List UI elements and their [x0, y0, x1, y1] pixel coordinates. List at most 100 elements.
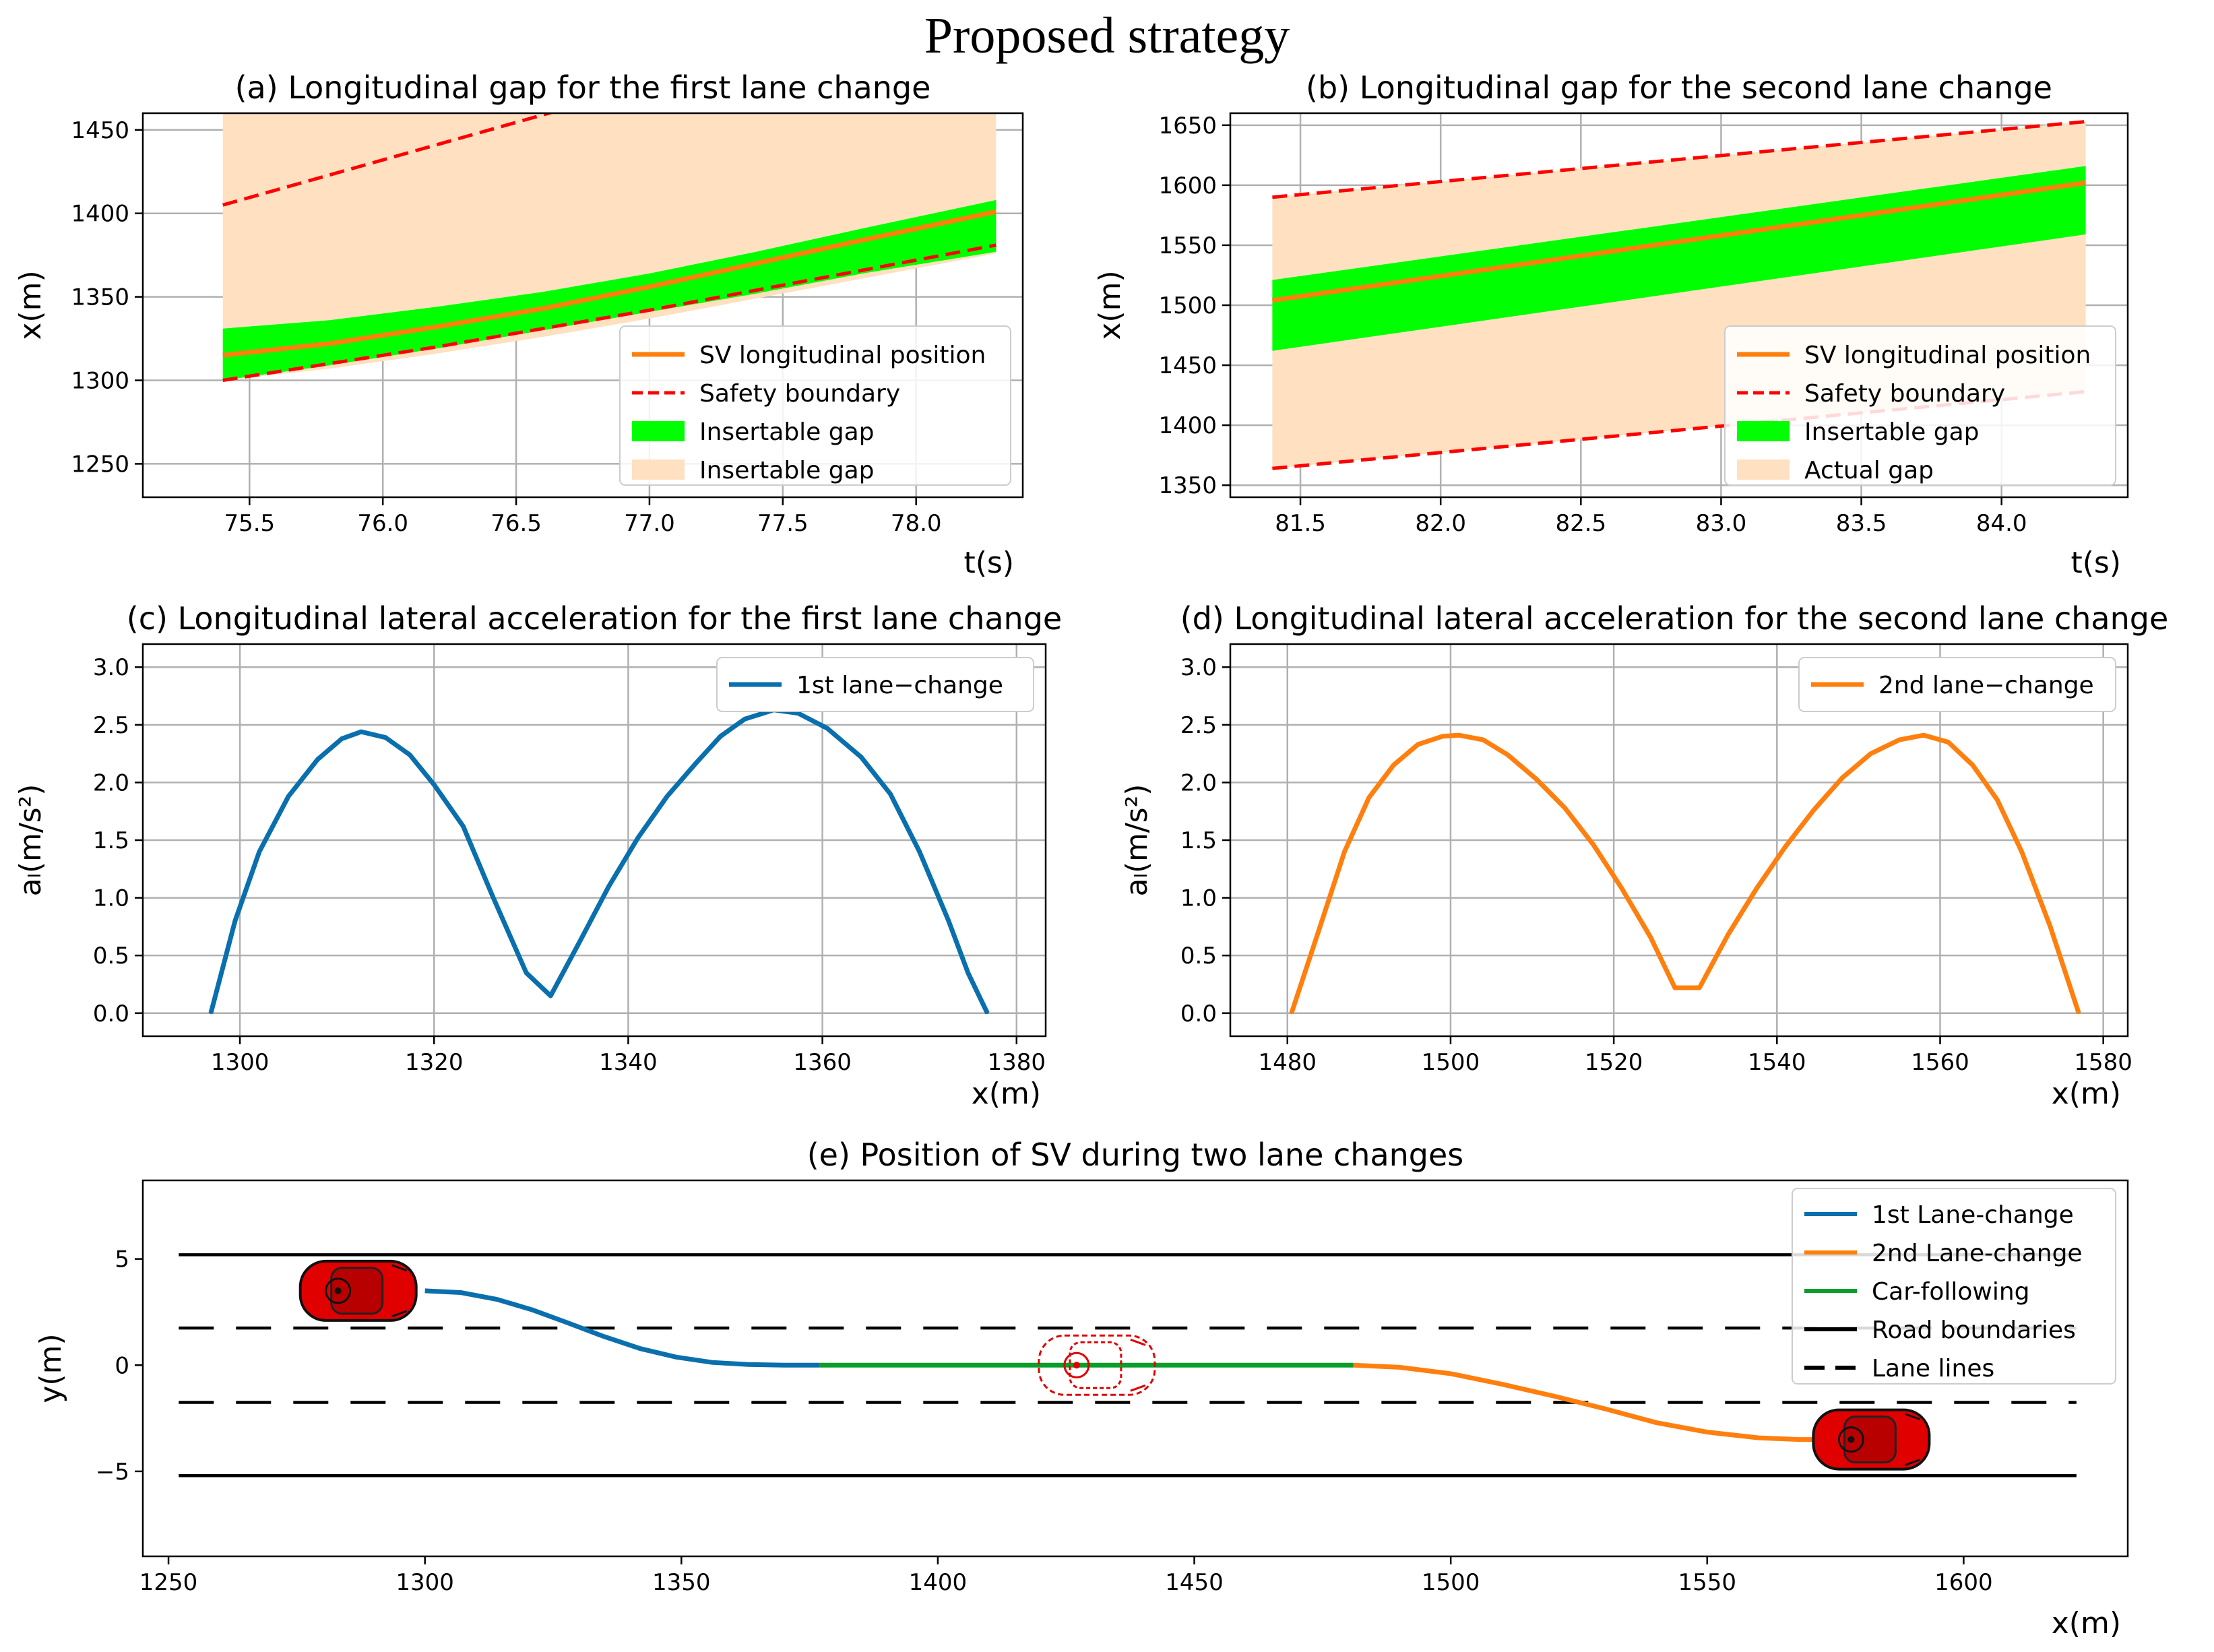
chart-e-ytick-label-1: 0: [115, 1352, 129, 1379]
chart-c-ytick-label-6: 3.0: [93, 654, 129, 681]
chart-d-point-28: [2021, 851, 2023, 853]
chart-d-ytick-label-1: 0.5: [1180, 943, 1217, 970]
chart-c-point-20: [744, 718, 746, 720]
chart-a-legend-label-2: Insertable gap: [699, 418, 875, 446]
chart-d-ytick-label-3: 1.5: [1180, 827, 1217, 854]
chart-b-legend-label-1: Safety boundary: [1804, 380, 2005, 408]
chart-e-xtick-label-3: 1400: [909, 1569, 968, 1596]
figure-title: Proposed strategy: [924, 7, 1290, 64]
chart-d-xtick-label-0: 1480: [1258, 1049, 1317, 1076]
chart-d-point-14: [1649, 936, 1651, 938]
chart-c-point-25: [889, 793, 891, 795]
chart-a-ytick-label-2: 1350: [71, 284, 129, 311]
chart-d-point-8: [1482, 739, 1484, 741]
chart-c-legend: 1st lane−change: [717, 658, 1034, 711]
chart-c-point-26: [918, 851, 920, 853]
chart-d-xtick-label-4: 1560: [1911, 1049, 1969, 1076]
chart-d-point-15: [1674, 987, 1676, 989]
chart-d-point-10: [1536, 778, 1538, 780]
chart-e-xtick-label-6: 1550: [1678, 1569, 1737, 1596]
chart-b-ytick-label-0: 1350: [1158, 472, 1217, 499]
chart-d-xtick-label-2: 1520: [1585, 1049, 1643, 1076]
end-car: [1813, 1410, 1929, 1469]
chart-d-point-1: [1319, 926, 1321, 928]
trajectory-2nd-lane-change: [1354, 1365, 1846, 1439]
chart-c-point-14: [579, 941, 581, 943]
chart-e-legend-label-1: 2nd Lane-change: [1872, 1240, 2083, 1267]
chart-e-xtick-label-5: 1500: [1422, 1569, 1480, 1596]
chart-e-ylabel: y(m): [34, 1333, 68, 1403]
chart-e-title: (e) Position of SV during two lane chang…: [807, 1137, 1464, 1173]
chart-d-point-30: [2078, 1012, 2080, 1014]
chart-b-xtick-label-5: 84.0: [1976, 510, 2027, 537]
chart-d-point-2: [1343, 851, 1346, 853]
chart-c-point-0: [210, 1012, 212, 1014]
chart-a: (a) Longitudinal gap for the first lane …: [13, 0, 1023, 580]
chart-b-ytick-label-2: 1450: [1158, 352, 1217, 379]
chart-d-point-24: [1923, 734, 1925, 736]
chart-c-ylabel: aₗ(m/s²): [13, 784, 48, 897]
chart-e-xtick-label-7: 1600: [1934, 1569, 1993, 1596]
chart-c-point-4: [317, 759, 319, 761]
chart-d-point-26: [1971, 764, 1973, 766]
chart-e-xlabel: x(m): [2052, 1606, 2121, 1641]
chart-a-ylabel: x(m): [13, 270, 48, 340]
chart-e-ytick-label-0: −5: [96, 1459, 129, 1486]
chart-c-point-28: [967, 972, 969, 974]
middle-car-center-mark: [1073, 1362, 1080, 1368]
chart-c-point-8: [409, 754, 411, 756]
chart-c-point-5: [341, 738, 343, 740]
chart-d-point-13: [1621, 887, 1623, 889]
chart-b-legend: SV longitudinal positionSafety boundaryI…: [1725, 326, 2116, 485]
chart-c-point-10: [462, 825, 464, 827]
chart-c-point-3: [288, 796, 290, 798]
chart-c-point-16: [637, 837, 639, 839]
chart-c-point-6: [360, 731, 362, 733]
chart-c-point-2: [258, 851, 260, 853]
chart-c-ytick-label-2: 1.0: [93, 885, 129, 912]
chart-e-xtick-label-2: 1350: [652, 1569, 711, 1596]
chart-a-legend-label-3: Insertable gap: [699, 457, 875, 484]
chart-c-plot: [210, 709, 988, 1014]
charts-layer: (a) Longitudinal gap for the first lane …: [13, 0, 2168, 1641]
chart-c-point-9: [433, 784, 435, 786]
start-car-center-mark: [335, 1288, 342, 1294]
chart-a-ytick-label-1: 1300: [71, 368, 129, 395]
chart-d-legend-label: 2nd lane−change: [1878, 672, 2094, 699]
chart-a-legend-swatch-2: [632, 421, 685, 441]
chart-c-point-22: [797, 712, 799, 714]
chart-e-legend-label-0: 1st Lane-change: [1872, 1201, 2074, 1229]
chart-d-xtick-label-1: 1500: [1422, 1049, 1480, 1076]
figure-canvas: Proposed strategy (a) Longitudinal gap f…: [0, 0, 2214, 1652]
chart-c-point-23: [826, 728, 828, 730]
chart-d-point-5: [1417, 743, 1419, 745]
chart-d-point-9: [1507, 754, 1509, 756]
chart-d-point-18: [1756, 887, 1758, 889]
chart-d-xtick-label-5: 1580: [2074, 1049, 2132, 1076]
chart-c-xtick-label-2: 1340: [599, 1049, 658, 1076]
chart-c-point-24: [860, 756, 862, 758]
chart-e-legend: 1st Lane-change 2nd Lane-change Car-follow…: [1792, 1188, 2116, 1384]
chart-d-point-27: [1996, 799, 1998, 801]
chart-d-point-29: [2050, 926, 2052, 928]
chart-a-legend-swatch-3: [632, 459, 685, 480]
chart-d-point-7: [1458, 734, 1460, 736]
chart-c-series-line: [211, 710, 988, 1013]
chart-c-point-29: [986, 1012, 988, 1014]
chart-c-xlabel: x(m): [972, 1077, 1041, 1111]
chart-a-xtick-label-5: 78.0: [891, 510, 942, 537]
chart-b-legend-label-0: SV longitudinal position: [1804, 342, 2091, 369]
chart-d-plot: [1290, 734, 2080, 1015]
chart-a-legend-label-0: SV longitudinal position: [699, 342, 986, 369]
chart-b-ytick-label-3: 1500: [1158, 292, 1217, 319]
chart-b: (b) Longitudinal gap for the second lane…: [1093, 69, 2128, 580]
chart-d-point-11: [1564, 807, 1566, 809]
chart-b-ytick-label-5: 1600: [1158, 172, 1217, 199]
chart-c-point-18: [695, 762, 697, 764]
chart-a-xtick-label-3: 77.0: [624, 510, 675, 537]
chart-d-ytick-label-4: 2.0: [1180, 769, 1217, 796]
chart-a-xlabel: t(s): [963, 546, 1014, 580]
end-car-center-mark: [1847, 1436, 1854, 1443]
chart-c-point-17: [666, 796, 668, 798]
chart-d-ytick-label-6: 3.0: [1180, 654, 1217, 681]
